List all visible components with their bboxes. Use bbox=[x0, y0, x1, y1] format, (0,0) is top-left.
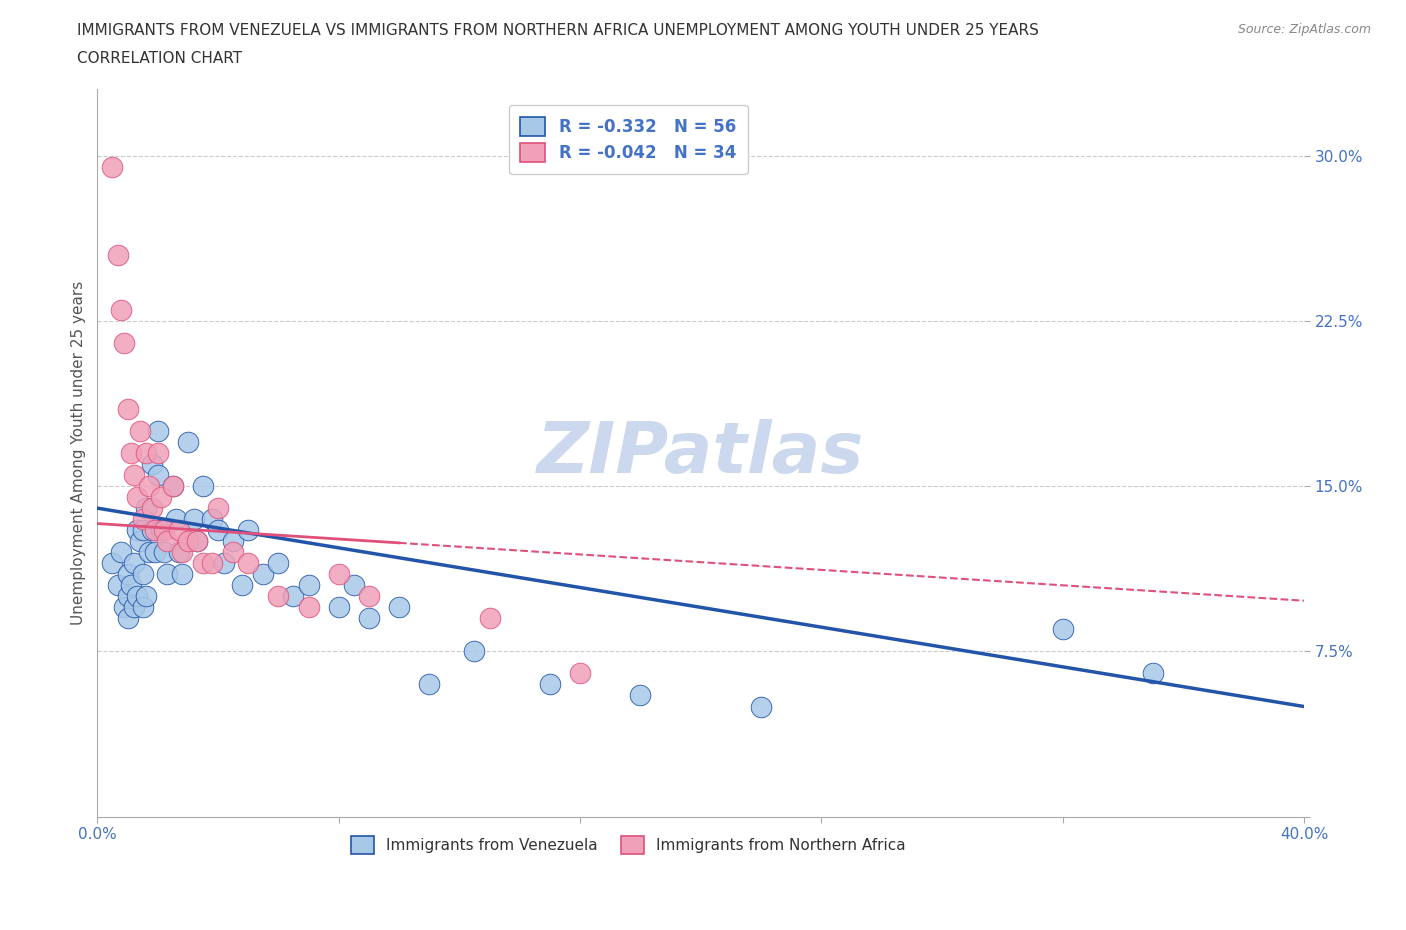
Point bbox=[110, 545, 132, 560]
Point bbox=[122, 468, 145, 483]
Point bbox=[478, 611, 501, 626]
Point bbox=[128, 534, 150, 549]
Point bbox=[125, 589, 148, 604]
Point bbox=[252, 566, 274, 581]
Point bbox=[628, 688, 651, 703]
Point bbox=[141, 523, 163, 538]
Point bbox=[357, 611, 380, 626]
Point bbox=[152, 545, 174, 560]
Point bbox=[117, 402, 139, 417]
Point bbox=[186, 534, 208, 549]
Point bbox=[128, 423, 150, 438]
Point bbox=[143, 545, 166, 560]
Point bbox=[297, 600, 319, 615]
Point bbox=[141, 457, 163, 472]
Point bbox=[114, 336, 136, 351]
Point bbox=[152, 523, 174, 538]
Point bbox=[125, 523, 148, 538]
Point bbox=[107, 578, 129, 592]
Point bbox=[749, 699, 772, 714]
Point bbox=[183, 512, 205, 526]
Point bbox=[343, 578, 366, 592]
Point bbox=[156, 566, 179, 581]
Point bbox=[388, 600, 411, 615]
Point bbox=[177, 434, 200, 449]
Point bbox=[131, 566, 153, 581]
Text: IMMIGRANTS FROM VENEZUELA VS IMMIGRANTS FROM NORTHERN AFRICA UNEMPLOYMENT AMONG : IMMIGRANTS FROM VENEZUELA VS IMMIGRANTS … bbox=[77, 23, 1039, 38]
Point bbox=[138, 545, 160, 560]
Point bbox=[131, 523, 153, 538]
Point bbox=[101, 556, 124, 571]
Point bbox=[135, 445, 157, 460]
Point bbox=[143, 523, 166, 538]
Point bbox=[238, 523, 260, 538]
Point bbox=[101, 159, 124, 174]
Point bbox=[156, 534, 179, 549]
Point bbox=[170, 566, 193, 581]
Point bbox=[177, 534, 200, 549]
Point bbox=[135, 589, 157, 604]
Legend: Immigrants from Venezuela, Immigrants from Northern Africa: Immigrants from Venezuela, Immigrants fr… bbox=[344, 830, 911, 860]
Point bbox=[149, 523, 172, 538]
Point bbox=[167, 523, 190, 538]
Point bbox=[418, 677, 440, 692]
Point bbox=[165, 512, 187, 526]
Point bbox=[146, 468, 169, 483]
Point bbox=[191, 556, 214, 571]
Point bbox=[162, 479, 184, 494]
Point bbox=[328, 600, 350, 615]
Point bbox=[212, 556, 235, 571]
Point bbox=[222, 534, 245, 549]
Point bbox=[114, 600, 136, 615]
Point bbox=[125, 490, 148, 505]
Point bbox=[131, 600, 153, 615]
Text: ZIPatlas: ZIPatlas bbox=[537, 418, 865, 487]
Text: CORRELATION CHART: CORRELATION CHART bbox=[77, 51, 242, 66]
Point bbox=[283, 589, 305, 604]
Point bbox=[138, 479, 160, 494]
Point bbox=[162, 479, 184, 494]
Point bbox=[146, 445, 169, 460]
Point bbox=[297, 578, 319, 592]
Point bbox=[131, 512, 153, 526]
Point bbox=[191, 479, 214, 494]
Point bbox=[463, 644, 485, 658]
Point bbox=[141, 500, 163, 515]
Point bbox=[1052, 622, 1074, 637]
Point bbox=[170, 545, 193, 560]
Point bbox=[117, 611, 139, 626]
Point bbox=[117, 566, 139, 581]
Point bbox=[146, 423, 169, 438]
Point bbox=[357, 589, 380, 604]
Point bbox=[1142, 666, 1164, 681]
Point bbox=[122, 600, 145, 615]
Point bbox=[117, 589, 139, 604]
Point bbox=[207, 523, 229, 538]
Point bbox=[328, 566, 350, 581]
Point bbox=[107, 247, 129, 262]
Point bbox=[267, 556, 290, 571]
Point bbox=[569, 666, 592, 681]
Point bbox=[201, 556, 224, 571]
Point bbox=[207, 500, 229, 515]
Point bbox=[201, 512, 224, 526]
Point bbox=[538, 677, 561, 692]
Point bbox=[186, 534, 208, 549]
Y-axis label: Unemployment Among Youth under 25 years: Unemployment Among Youth under 25 years bbox=[72, 281, 86, 625]
Point bbox=[135, 500, 157, 515]
Point bbox=[222, 545, 245, 560]
Point bbox=[267, 589, 290, 604]
Point bbox=[238, 556, 260, 571]
Point bbox=[231, 578, 253, 592]
Point bbox=[120, 578, 142, 592]
Point bbox=[167, 545, 190, 560]
Point bbox=[110, 302, 132, 317]
Text: Source: ZipAtlas.com: Source: ZipAtlas.com bbox=[1237, 23, 1371, 36]
Point bbox=[122, 556, 145, 571]
Point bbox=[149, 490, 172, 505]
Point bbox=[120, 445, 142, 460]
